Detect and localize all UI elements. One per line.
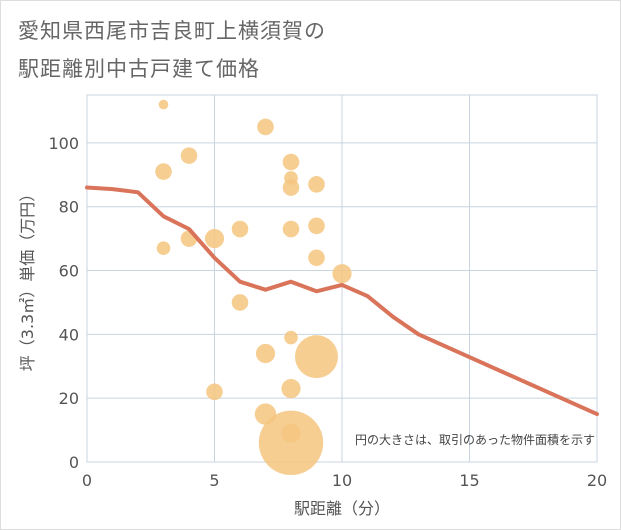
x-tick-label: 0 <box>82 471 92 490</box>
data-points <box>155 99 352 476</box>
data-point <box>281 379 301 399</box>
data-point <box>158 99 169 110</box>
data-point <box>282 220 300 238</box>
x-tick-label: 10 <box>332 471 352 490</box>
data-point <box>282 153 300 171</box>
data-point <box>180 147 198 164</box>
chart-title-line-1: 愛知県西尾市吉良町上横須賀の <box>18 19 326 43</box>
trend-line <box>85 185 599 417</box>
x-tick-label: 15 <box>459 471 479 490</box>
data-point <box>332 264 352 284</box>
y-tick-label: 100 <box>48 134 79 153</box>
data-point <box>155 163 172 180</box>
x-axis-label: 駅距離（分） <box>294 499 390 518</box>
chart-title-line-2: 駅距離別中古戸建て価格 <box>18 57 260 81</box>
data-point <box>258 410 324 476</box>
data-point <box>231 220 249 238</box>
data-point <box>284 330 298 345</box>
x-tick-label: 20 <box>587 471 607 490</box>
data-point <box>308 217 325 235</box>
size-legend-note: 円の大きさは、取引のあった物件面積を示す <box>355 432 595 447</box>
data-point <box>231 294 249 311</box>
y-axis-label: 坪（3.3㎡）単価（万円） <box>18 186 37 371</box>
data-point <box>308 249 325 267</box>
y-tick-label: 80 <box>59 198 79 217</box>
axis-ticks: 0 5 10 15 20 0 20 40 60 80 100 <box>48 134 607 490</box>
data-point <box>255 343 276 364</box>
x-tick-label: 5 <box>209 471 219 490</box>
plot-border <box>86 94 598 463</box>
y-tick-label: 40 <box>59 325 79 344</box>
data-point <box>257 118 274 136</box>
y-tick-label: 20 <box>59 389 79 408</box>
data-point <box>308 176 325 193</box>
data-point <box>295 335 338 379</box>
data-point <box>206 383 223 401</box>
data-point <box>282 179 300 196</box>
data-point <box>156 241 171 255</box>
y-tick-label: 60 <box>59 262 79 281</box>
y-tick-label: 0 <box>69 453 79 472</box>
data-point <box>204 229 225 249</box>
